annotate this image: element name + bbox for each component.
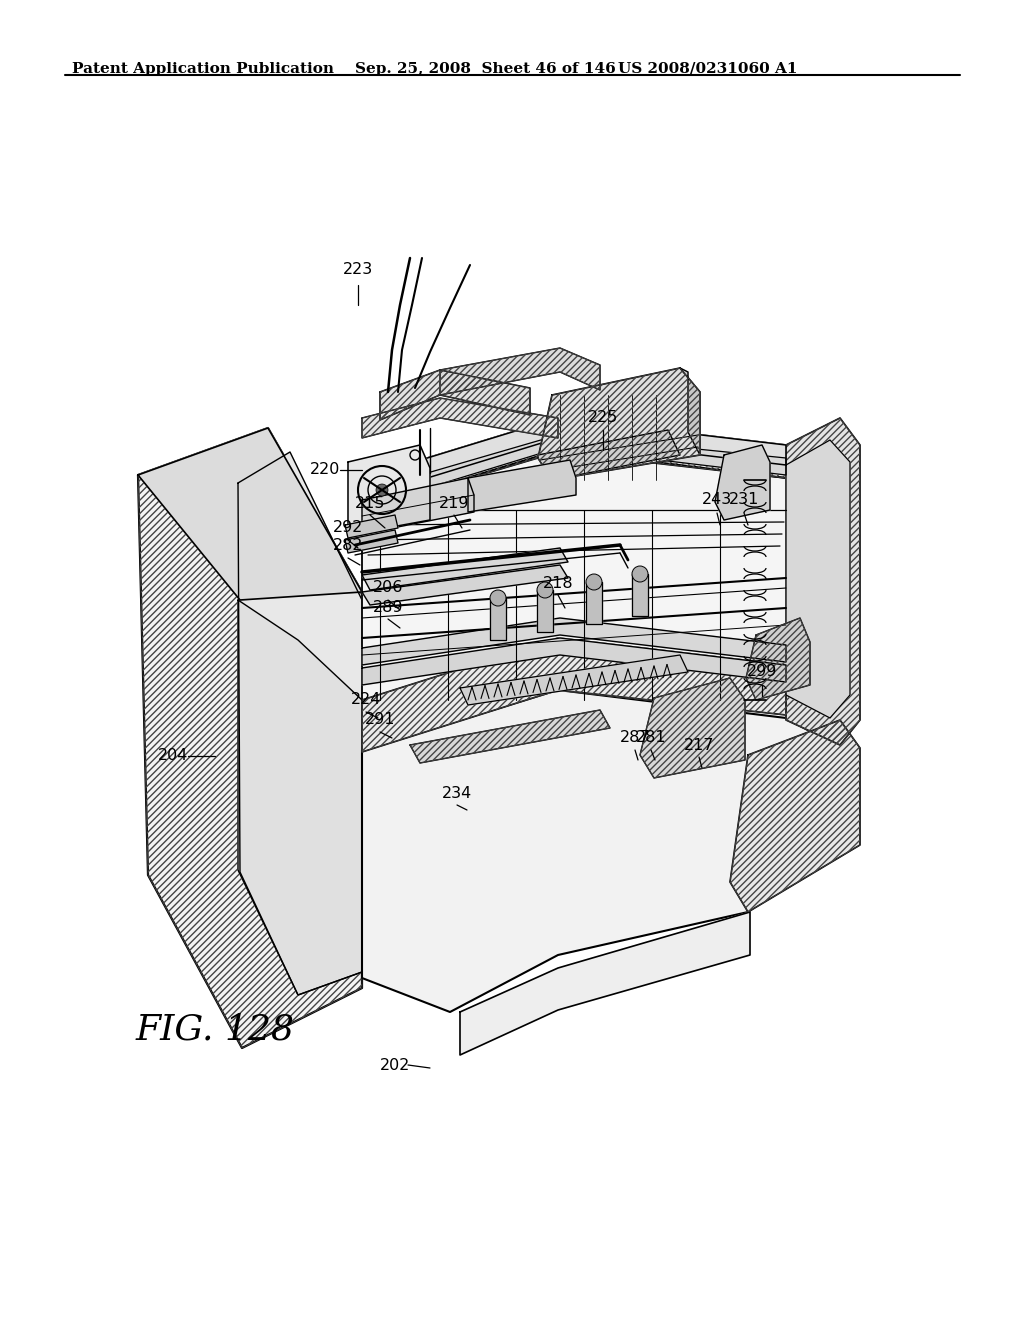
- Polygon shape: [362, 450, 786, 741]
- Text: 234: 234: [442, 785, 472, 800]
- Polygon shape: [238, 451, 362, 995]
- Text: Patent Application Publication: Patent Application Publication: [72, 62, 334, 77]
- Circle shape: [490, 590, 506, 606]
- Circle shape: [632, 566, 648, 582]
- Polygon shape: [348, 445, 430, 535]
- Polygon shape: [730, 719, 860, 912]
- Text: 217: 217: [684, 738, 715, 752]
- Text: Sep. 25, 2008  Sheet 46 of 146: Sep. 25, 2008 Sheet 46 of 146: [355, 62, 615, 77]
- Text: 231: 231: [729, 492, 759, 507]
- Text: 206: 206: [373, 581, 403, 595]
- Polygon shape: [362, 638, 786, 752]
- Text: 224: 224: [351, 693, 381, 708]
- Polygon shape: [468, 459, 575, 512]
- Polygon shape: [632, 574, 648, 616]
- Polygon shape: [362, 690, 840, 1012]
- Polygon shape: [138, 428, 362, 1048]
- Text: 292: 292: [333, 520, 364, 536]
- Polygon shape: [380, 370, 530, 420]
- Text: 299: 299: [746, 664, 777, 680]
- Circle shape: [376, 484, 388, 496]
- Polygon shape: [680, 368, 700, 455]
- Polygon shape: [538, 368, 700, 480]
- Polygon shape: [490, 598, 506, 640]
- Polygon shape: [138, 428, 362, 601]
- Text: 204: 204: [158, 748, 188, 763]
- Polygon shape: [410, 710, 610, 763]
- Text: 218: 218: [543, 576, 573, 590]
- Polygon shape: [746, 618, 810, 700]
- Polygon shape: [640, 678, 745, 777]
- Text: 219: 219: [438, 495, 469, 511]
- Polygon shape: [786, 418, 860, 744]
- Text: FIG. 128: FIG. 128: [135, 1012, 295, 1047]
- Text: 291: 291: [365, 713, 395, 727]
- Circle shape: [586, 574, 602, 590]
- Polygon shape: [345, 531, 398, 553]
- Text: 243: 243: [701, 492, 732, 507]
- Polygon shape: [586, 582, 602, 624]
- Polygon shape: [362, 565, 568, 605]
- Polygon shape: [460, 655, 688, 705]
- Text: 215: 215: [354, 495, 385, 511]
- Text: 289: 289: [373, 599, 403, 615]
- Polygon shape: [537, 590, 553, 632]
- Polygon shape: [715, 445, 770, 520]
- Polygon shape: [362, 618, 786, 665]
- Text: 223: 223: [343, 263, 373, 277]
- Text: US 2008/0231060 A1: US 2008/0231060 A1: [618, 62, 798, 77]
- Polygon shape: [362, 418, 786, 498]
- Text: 225: 225: [588, 411, 618, 425]
- Polygon shape: [362, 638, 786, 685]
- Polygon shape: [786, 440, 850, 718]
- Polygon shape: [362, 548, 568, 590]
- Polygon shape: [362, 418, 786, 510]
- Polygon shape: [460, 912, 750, 1055]
- Text: 220: 220: [310, 462, 340, 478]
- Text: 202: 202: [380, 1057, 411, 1072]
- Polygon shape: [345, 515, 398, 539]
- Text: 281: 281: [636, 730, 667, 746]
- Circle shape: [537, 582, 553, 598]
- Text: 282: 282: [333, 537, 364, 553]
- Polygon shape: [362, 478, 474, 535]
- Polygon shape: [362, 436, 786, 508]
- Polygon shape: [238, 601, 362, 995]
- Text: 287: 287: [620, 730, 650, 746]
- Polygon shape: [362, 399, 558, 438]
- Polygon shape: [538, 430, 680, 480]
- Polygon shape: [440, 348, 600, 395]
